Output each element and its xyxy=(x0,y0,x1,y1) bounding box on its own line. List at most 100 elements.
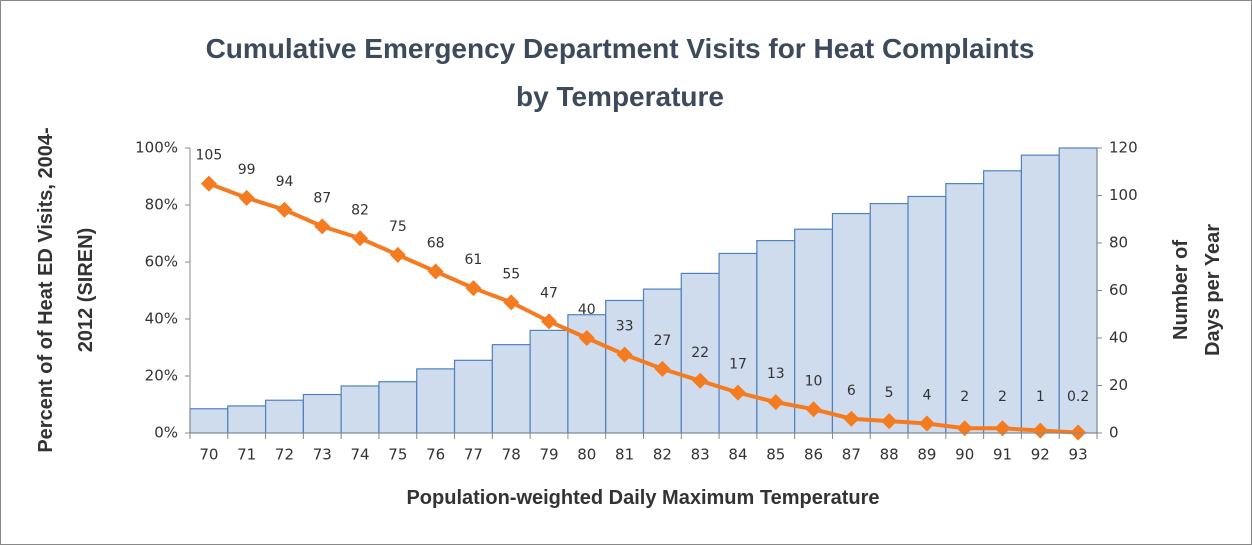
bar xyxy=(227,405,267,434)
x-tick-label: 91 xyxy=(993,446,1012,464)
data-label: 10 xyxy=(805,373,823,389)
data-label: 82 xyxy=(351,202,369,218)
y2-tick-label: 20 xyxy=(1109,376,1128,394)
x-tick-label: 86 xyxy=(804,446,823,464)
marker xyxy=(692,372,709,389)
y2-tick-label: 0 xyxy=(1109,424,1119,442)
bar xyxy=(529,329,569,434)
x-tick-label: 76 xyxy=(426,446,445,464)
bar xyxy=(831,212,871,434)
x-tick-label: 79 xyxy=(539,446,558,464)
data-label: 6 xyxy=(847,383,856,399)
y-tick-label: 0% xyxy=(154,424,178,442)
x-tick-label: 73 xyxy=(313,446,332,464)
x-axis-title: Population-weighted Daily Maximum Temper… xyxy=(406,487,879,509)
data-label: 4 xyxy=(922,388,931,404)
data-label: 2 xyxy=(960,389,969,405)
marker xyxy=(881,413,898,430)
data-label: 33 xyxy=(616,319,634,335)
y-tick-label: 100% xyxy=(135,139,178,157)
x-tick-label: 80 xyxy=(577,446,596,464)
y2-tick-label: 60 xyxy=(1109,281,1128,299)
data-label: 5 xyxy=(885,385,894,401)
data-label: 17 xyxy=(729,357,747,373)
y2-axis-title: Days per Year xyxy=(1202,224,1224,356)
y-tick-label: 20% xyxy=(145,367,178,385)
bar xyxy=(264,399,304,434)
data-label: 87 xyxy=(313,190,331,206)
x-tick-label: 81 xyxy=(615,446,634,464)
y-axis-title: Percent of of Heat ED Visits, 2004- xyxy=(35,127,57,452)
x-tick-label: 92 xyxy=(1031,446,1050,464)
y-tick-label: 40% xyxy=(145,310,178,328)
bar xyxy=(453,359,493,434)
bar xyxy=(189,408,229,434)
marker xyxy=(994,420,1011,437)
marker xyxy=(427,263,444,280)
data-label: 40 xyxy=(578,302,596,318)
marker xyxy=(729,384,746,401)
marker xyxy=(352,230,369,247)
chart-title: by Temperature xyxy=(516,81,724,112)
marker xyxy=(1032,422,1049,439)
bar xyxy=(907,195,947,434)
x-tick-label: 71 xyxy=(237,446,256,464)
x-tick-label: 78 xyxy=(502,446,521,464)
bar xyxy=(302,393,342,434)
data-label: 99 xyxy=(238,162,256,178)
marker xyxy=(276,201,293,218)
data-label: 105 xyxy=(196,148,223,164)
marker xyxy=(918,415,935,432)
bar xyxy=(680,272,720,434)
marker xyxy=(389,246,406,263)
y-tick-label: 80% xyxy=(145,196,178,214)
marker xyxy=(616,346,633,363)
x-tick-label: 83 xyxy=(691,446,710,464)
y2-tick-label: 80 xyxy=(1109,234,1128,252)
marker xyxy=(465,280,482,297)
x-tick-label: 77 xyxy=(464,446,483,464)
bar xyxy=(378,381,418,434)
marker xyxy=(503,294,520,311)
data-label: 55 xyxy=(502,266,520,282)
bar xyxy=(983,170,1023,434)
marker xyxy=(805,401,822,418)
x-tick-label: 70 xyxy=(199,446,218,464)
y2-tick-label: 100 xyxy=(1109,186,1138,204)
data-label: 94 xyxy=(276,174,294,190)
data-label: 2 xyxy=(998,389,1007,405)
bar xyxy=(416,368,456,434)
x-tick-label: 89 xyxy=(917,446,936,464)
data-label: 0.2 xyxy=(1067,389,1089,405)
marker xyxy=(541,313,558,330)
chart-title: Cumulative Emergency Department Visits f… xyxy=(206,33,1035,64)
bar xyxy=(491,344,531,434)
marker xyxy=(956,420,973,437)
data-label: 22 xyxy=(691,345,709,361)
data-label: 61 xyxy=(465,252,483,268)
y2-tick-label: 40 xyxy=(1109,329,1128,347)
marker xyxy=(200,175,217,192)
y2-tick-label: 120 xyxy=(1109,139,1138,157)
bar xyxy=(794,228,834,434)
data-label: 75 xyxy=(389,219,407,235)
bar xyxy=(718,252,758,434)
x-tick-label: 90 xyxy=(955,446,974,464)
marker xyxy=(314,218,331,235)
x-tick-label: 72 xyxy=(275,446,294,464)
y-tick-label: 60% xyxy=(145,253,178,271)
bar xyxy=(340,385,380,434)
x-tick-label: 93 xyxy=(1069,446,1088,464)
x-tick-label: 85 xyxy=(766,446,785,464)
data-label: 27 xyxy=(653,333,671,349)
marker xyxy=(654,360,671,377)
data-label: 1 xyxy=(1036,389,1045,405)
x-tick-label: 88 xyxy=(880,446,899,464)
x-tick-label: 84 xyxy=(728,446,747,464)
x-tick-label: 82 xyxy=(653,446,672,464)
x-tick-label: 87 xyxy=(842,446,861,464)
bar xyxy=(1058,147,1098,434)
marker xyxy=(578,330,595,346)
marker xyxy=(843,410,860,427)
